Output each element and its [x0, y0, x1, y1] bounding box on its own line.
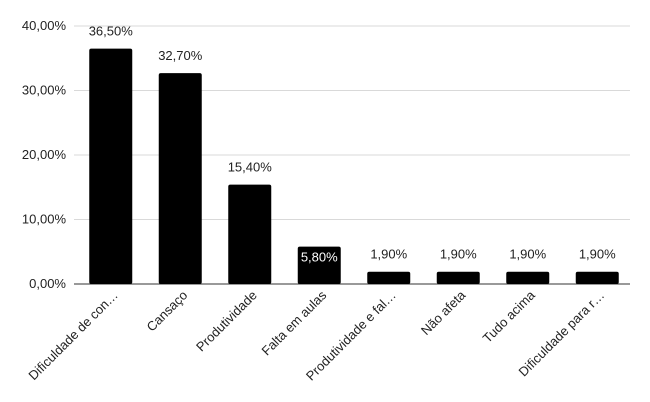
bar	[158, 73, 202, 285]
gridlines	[74, 25, 630, 285]
x-category-label: Cansaço	[143, 288, 190, 335]
x-axis-labels: Dificuldade de con… Cansaço ProdutividadeF…	[25, 287, 607, 383]
bar	[436, 271, 480, 284]
data-label: 15,40%	[228, 160, 273, 175]
y-tick-label: 40,00%	[22, 18, 67, 33]
bar	[89, 48, 133, 285]
x-category-label: Produtividade	[193, 288, 260, 355]
bars	[89, 48, 619, 285]
bar	[575, 271, 619, 284]
bar	[506, 271, 550, 284]
data-label: 1,90%	[440, 247, 477, 262]
y-tick-label: 20,00%	[22, 147, 67, 162]
x-category-label: Tudo acima	[480, 287, 539, 346]
data-label: 1,90%	[579, 247, 616, 262]
data-label: 36,50%	[89, 24, 134, 39]
y-tick-label: 0,00%	[29, 276, 66, 291]
y-axis-ticks: 0,00% 10,00% 20,00% 30,00% 40,00%	[22, 18, 67, 291]
y-tick-label: 30,00%	[22, 83, 67, 98]
bar	[297, 246, 341, 284]
bar	[367, 271, 411, 284]
data-label: 1,90%	[370, 247, 407, 262]
y-tick-label: 10,00%	[22, 212, 67, 227]
data-labels: 36,50% 32,70% 15,40% 5,80% 1,90% 1,90% 1,90% 1,…	[89, 24, 616, 265]
data-label: 1,90%	[509, 247, 546, 262]
x-category-label: Não afeta	[418, 287, 469, 338]
data-label: 32,70%	[158, 48, 203, 63]
x-category-label: Dificuldade de con…	[25, 288, 120, 383]
data-label: 5,80%	[301, 250, 338, 265]
bar	[228, 184, 272, 284]
x-category-label: Falta em aulas	[258, 287, 329, 358]
